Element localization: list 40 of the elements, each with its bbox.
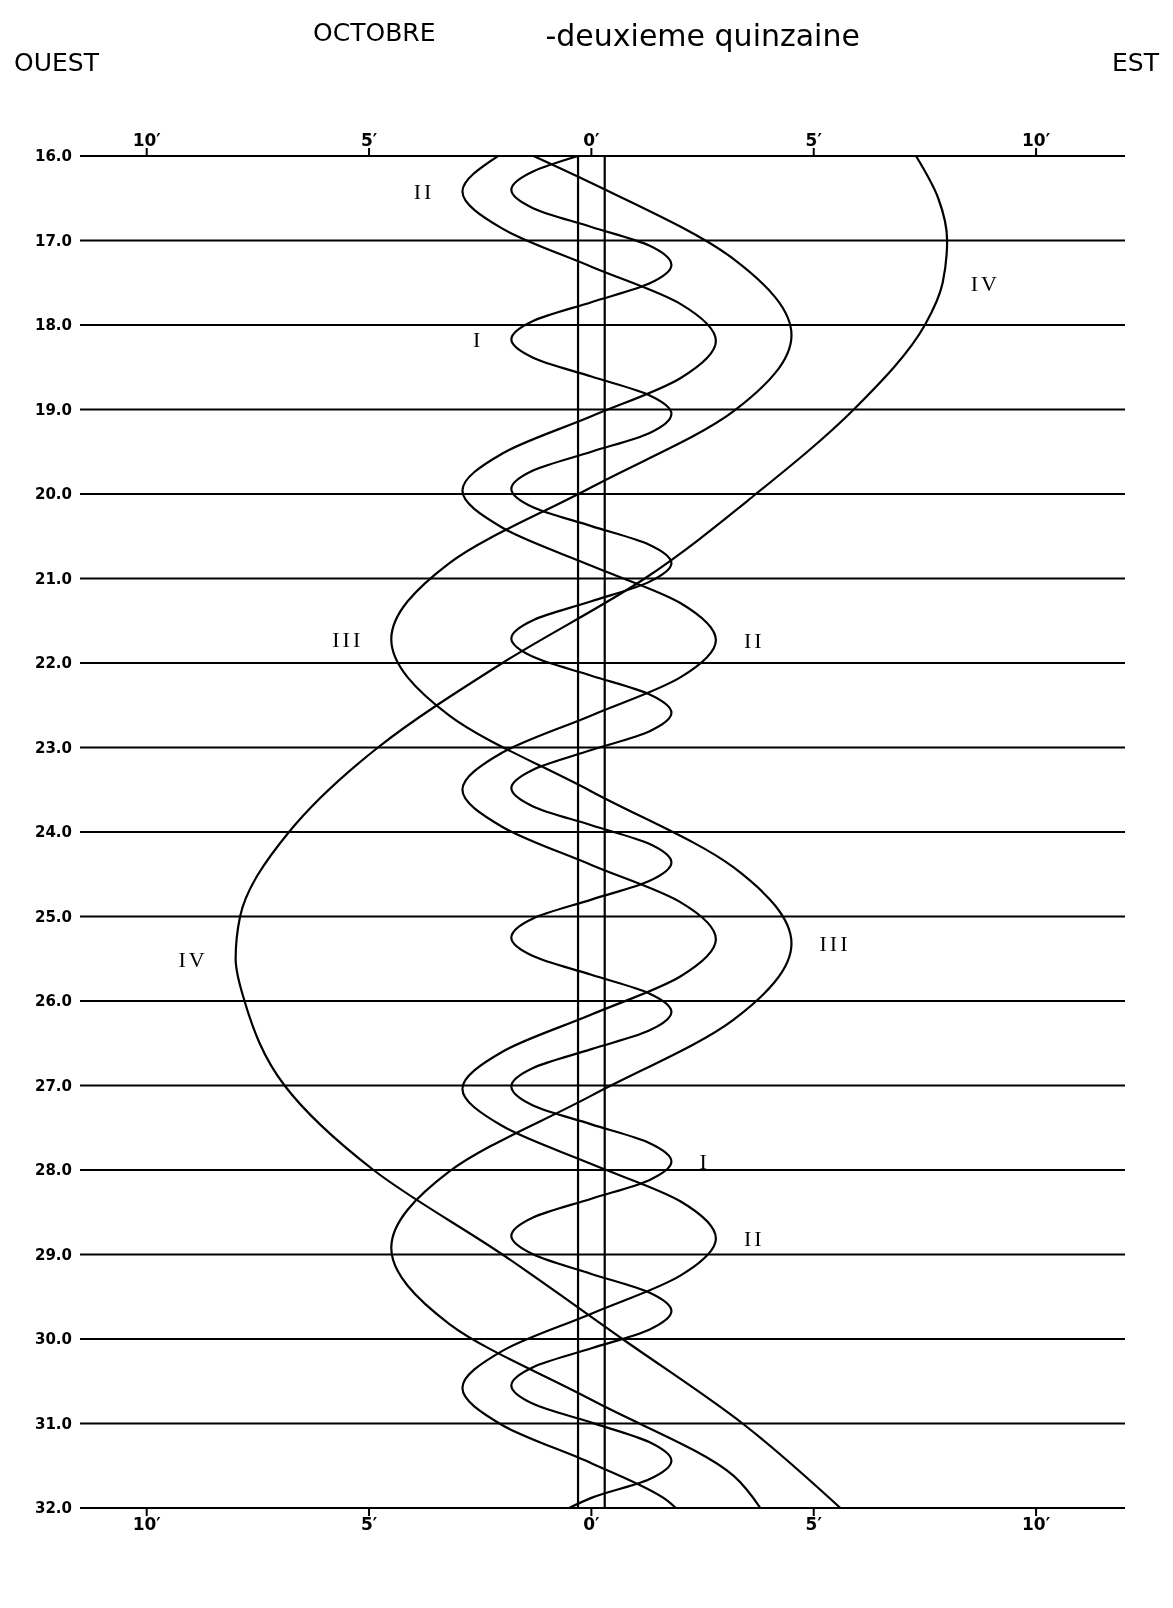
x-tick-label: 5′ [805, 130, 823, 150]
annotation: I [473, 327, 484, 353]
x2-tick-label: 5′ [360, 1514, 378, 1535]
annotation: II [743, 1226, 765, 1252]
y-tick-label: 19.0 [34, 400, 72, 419]
x-tick-label: 10′ [132, 130, 162, 150]
text: OUEST [14, 48, 99, 77]
annotation: IV [970, 270, 1000, 296]
x-tick-label: 0′ [583, 130, 601, 150]
chart-subtitle: -deuxieme quinzaine [545, 18, 860, 53]
y-tick-label: 16.0 [34, 147, 72, 166]
annotation: II [743, 627, 765, 653]
y-tick-label: 26.0 [34, 992, 72, 1011]
y-tick-label: 27.0 [34, 1076, 72, 1095]
chart-title: OCTOBRE [313, 18, 436, 49]
annotation: III [819, 931, 851, 957]
x2-tick-label: 0′ [583, 1514, 601, 1535]
x2-tick-label: 10′ [132, 1514, 162, 1535]
x-tick-label: 5′ [360, 130, 378, 150]
annotation: IV [178, 946, 208, 972]
y-tick-label: 21.0 [34, 569, 72, 588]
y-tick-label: 29.0 [34, 1245, 72, 1264]
y-tick-label: 28.0 [34, 1161, 72, 1180]
x-tick-label: 10′ [1021, 130, 1051, 150]
annotation: I [699, 1149, 710, 1175]
x2-tick-label: 5′ [805, 1514, 823, 1535]
y-tick-label: 24.0 [34, 823, 72, 842]
y-tick-label: 31.0 [34, 1414, 72, 1433]
y-tick-label: 23.0 [34, 738, 72, 757]
y-tick-label: 18.0 [34, 316, 72, 335]
x2-tick-label: 10′ [1021, 1514, 1051, 1535]
y-tick-label: 30.0 [34, 1330, 72, 1349]
text: EST [1112, 48, 1159, 77]
y-tick-label: 20.0 [34, 485, 72, 504]
annotation: II [413, 179, 435, 205]
y-tick-label: 25.0 [34, 907, 72, 926]
y-tick-label: 32.0 [34, 1499, 72, 1518]
y-tick-label: 22.0 [34, 654, 72, 673]
y-tick-label: 17.0 [34, 231, 72, 250]
annotation: III [332, 627, 364, 653]
